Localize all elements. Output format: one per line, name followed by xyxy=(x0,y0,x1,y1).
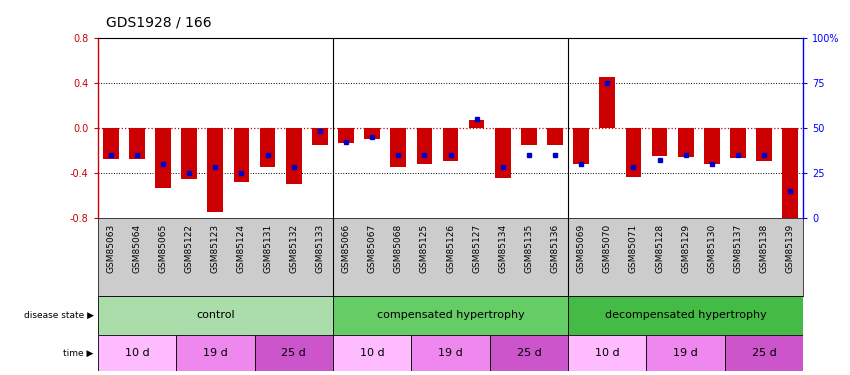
Bar xyxy=(521,128,536,144)
Text: GSM85123: GSM85123 xyxy=(211,224,220,273)
Bar xyxy=(156,128,171,189)
Bar xyxy=(725,334,803,371)
Bar xyxy=(176,334,254,371)
Bar xyxy=(704,128,720,164)
Text: GDS1928 / 166: GDS1928 / 166 xyxy=(106,16,212,30)
Bar xyxy=(365,128,380,139)
Bar xyxy=(260,128,275,167)
Bar xyxy=(98,296,333,334)
Bar xyxy=(730,128,745,158)
Text: 19 d: 19 d xyxy=(673,348,698,358)
Bar xyxy=(469,120,484,128)
Bar xyxy=(234,128,249,182)
Text: GSM85130: GSM85130 xyxy=(707,224,717,273)
Bar xyxy=(495,128,511,178)
Text: GSM85071: GSM85071 xyxy=(629,224,638,273)
Text: GSM85070: GSM85070 xyxy=(603,224,612,273)
Text: 25 d: 25 d xyxy=(517,348,541,358)
Bar xyxy=(626,128,641,177)
Bar xyxy=(254,334,333,371)
Bar xyxy=(782,128,798,224)
Bar xyxy=(443,128,458,161)
Text: GSM85139: GSM85139 xyxy=(785,224,795,273)
Bar xyxy=(103,128,119,159)
Text: GSM85136: GSM85136 xyxy=(551,224,559,273)
Text: GSM85133: GSM85133 xyxy=(315,224,325,273)
Text: GSM85124: GSM85124 xyxy=(237,224,246,273)
Text: control: control xyxy=(196,310,235,320)
Text: compensated hypertrophy: compensated hypertrophy xyxy=(377,310,524,320)
Bar xyxy=(652,128,667,156)
Bar xyxy=(390,128,406,167)
Text: 25 d: 25 d xyxy=(281,348,306,358)
Bar xyxy=(547,128,563,144)
Text: GSM85137: GSM85137 xyxy=(734,224,742,273)
Text: GSM85134: GSM85134 xyxy=(498,224,507,273)
Bar xyxy=(338,128,354,143)
Bar xyxy=(286,128,302,184)
Text: GSM85132: GSM85132 xyxy=(289,224,298,273)
Bar xyxy=(129,128,144,159)
Text: 10 d: 10 d xyxy=(125,348,150,358)
Text: GSM85065: GSM85065 xyxy=(159,224,167,273)
Text: 10 d: 10 d xyxy=(360,348,384,358)
Bar xyxy=(333,296,568,334)
Text: GSM85067: GSM85067 xyxy=(367,224,377,273)
Bar xyxy=(416,128,432,164)
Bar xyxy=(333,334,411,371)
Text: 19 d: 19 d xyxy=(203,348,228,358)
Bar xyxy=(207,128,224,212)
Text: GSM85129: GSM85129 xyxy=(681,224,690,273)
Text: 10 d: 10 d xyxy=(595,348,620,358)
Text: GSM85138: GSM85138 xyxy=(760,224,768,273)
Text: GSM85125: GSM85125 xyxy=(420,224,429,273)
Bar xyxy=(677,128,694,157)
Text: GSM85068: GSM85068 xyxy=(394,224,403,273)
Text: GSM85131: GSM85131 xyxy=(264,224,272,273)
Text: disease state ▶: disease state ▶ xyxy=(24,311,94,320)
Bar xyxy=(568,334,647,371)
Bar xyxy=(181,128,197,179)
Text: GSM85122: GSM85122 xyxy=(184,224,194,273)
Text: 19 d: 19 d xyxy=(438,348,463,358)
Bar xyxy=(98,334,176,371)
Text: GSM85066: GSM85066 xyxy=(342,224,350,273)
Bar xyxy=(573,128,589,164)
Bar xyxy=(647,334,725,371)
Text: GSM85128: GSM85128 xyxy=(655,224,664,273)
Bar xyxy=(568,296,803,334)
Text: GSM85064: GSM85064 xyxy=(133,224,141,273)
Bar xyxy=(756,128,772,161)
Text: time ▶: time ▶ xyxy=(63,348,94,357)
Bar xyxy=(599,77,615,128)
Text: GSM85063: GSM85063 xyxy=(106,224,116,273)
Text: GSM85135: GSM85135 xyxy=(524,224,534,273)
Text: 25 d: 25 d xyxy=(751,348,776,358)
Text: GSM85126: GSM85126 xyxy=(446,224,455,273)
Text: GSM85069: GSM85069 xyxy=(576,224,586,273)
Text: GSM85127: GSM85127 xyxy=(472,224,481,273)
Bar xyxy=(312,128,328,144)
Text: decompensated hypertrophy: decompensated hypertrophy xyxy=(605,310,767,320)
Bar xyxy=(490,334,568,371)
Bar xyxy=(411,334,490,371)
